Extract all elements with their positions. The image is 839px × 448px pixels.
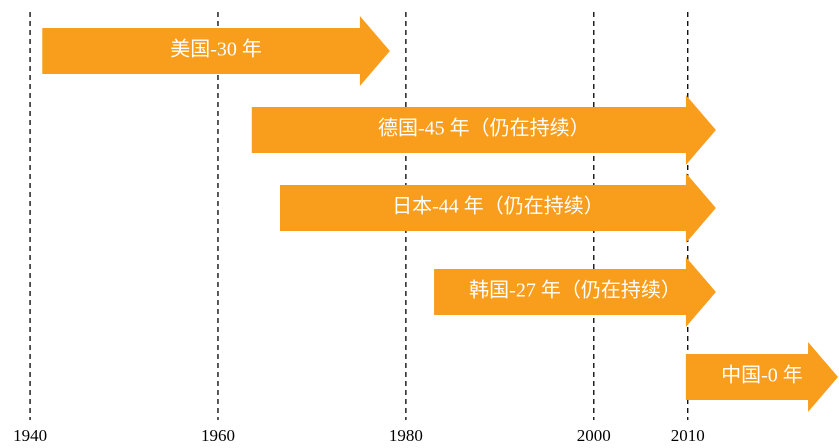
x-tick-label: 1940 <box>13 426 47 445</box>
arrow-label: 中国-0 年 <box>721 364 803 387</box>
arrow <box>279 173 716 243</box>
x-tick-label: 1980 <box>389 426 423 445</box>
arrow-label: 日本-44 年（仍在持续） <box>392 195 604 218</box>
arrow <box>685 342 839 412</box>
arrow <box>434 257 716 327</box>
arrow <box>42 16 390 86</box>
arrow <box>251 95 716 165</box>
x-tick-label: 2000 <box>577 426 611 445</box>
arrow-label: 德国-45 年（仍在持续） <box>378 117 590 140</box>
x-tick-label: 2010 <box>671 426 705 445</box>
arrow-label: 美国-30 年 <box>170 38 262 61</box>
x-tick-label: 1960 <box>201 426 235 445</box>
arrow-label: 韩国-27 年（仍在持续） <box>469 279 681 302</box>
